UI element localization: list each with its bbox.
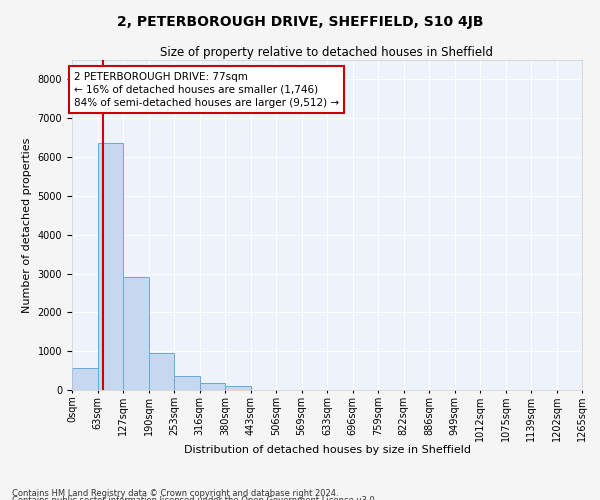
Text: Contains public sector information licensed under the Open Government Licence v3: Contains public sector information licen…	[12, 496, 377, 500]
Bar	[199, 383, 225, 390]
Bar	[174, 376, 199, 390]
Bar	[149, 353, 174, 390]
Bar	[97, 144, 123, 390]
X-axis label: Distribution of detached houses by size in Sheffield: Distribution of detached houses by size …	[184, 445, 470, 455]
Bar	[123, 278, 149, 390]
Bar	[225, 386, 251, 390]
Bar	[72, 368, 97, 390]
Title: Size of property relative to detached houses in Sheffield: Size of property relative to detached ho…	[161, 46, 493, 59]
Text: 2, PETERBOROUGH DRIVE, SHEFFIELD, S10 4JB: 2, PETERBOROUGH DRIVE, SHEFFIELD, S10 4J…	[117, 15, 483, 29]
Text: 2 PETERBOROUGH DRIVE: 77sqm
← 16% of detached houses are smaller (1,746)
84% of : 2 PETERBOROUGH DRIVE: 77sqm ← 16% of det…	[74, 72, 339, 108]
Y-axis label: Number of detached properties: Number of detached properties	[22, 138, 32, 312]
Text: Contains HM Land Registry data © Crown copyright and database right 2024.: Contains HM Land Registry data © Crown c…	[12, 488, 338, 498]
